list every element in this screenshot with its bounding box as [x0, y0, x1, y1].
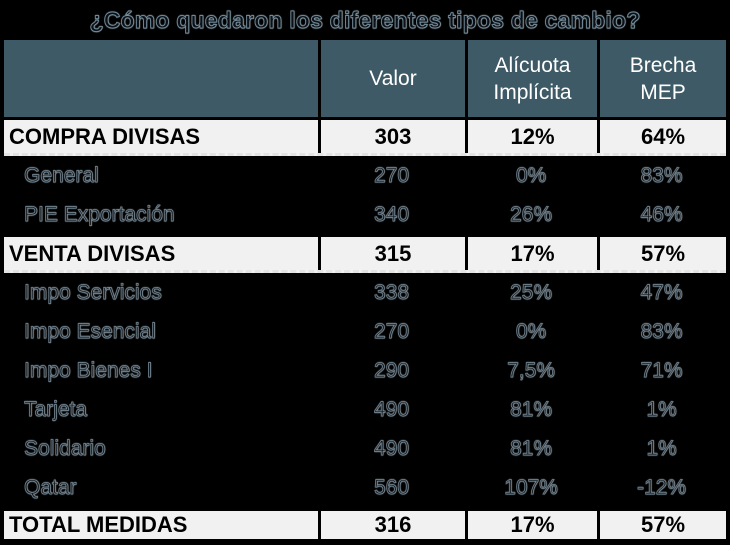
valor-cell: 316 [318, 511, 465, 539]
exchange-rates-table: Valor Alícuota Implícita Brecha MEP COMP… [0, 40, 730, 545]
header-valor: Valor [318, 40, 465, 117]
row-label: Solidario [24, 436, 107, 460]
header-alicuota-line2: Implícita [493, 80, 572, 104]
valor-cell: 303 [318, 120, 465, 153]
table-row-impo-esencial: Impo Esencial 270 0% 83% [4, 312, 726, 351]
alicuota-cell: 0% [515, 163, 547, 187]
header-brecha-line1: Brecha [629, 53, 697, 77]
table-row-solidario: Solidario 490 81% 1% [4, 429, 726, 468]
alicuota-cell: 0% [515, 319, 547, 343]
header-brecha-line2: MEP [640, 80, 686, 104]
row-label: Tarjeta [24, 397, 88, 421]
valor-cell: 490 [373, 397, 410, 421]
alicuota-cell: 7,5% [507, 358, 556, 382]
alicuota-cell: 25% [509, 280, 553, 304]
table-row-pie-exportacion: PIE Exportación 340 26% 46% [4, 195, 726, 234]
brecha-cell: 83% [640, 163, 683, 187]
table-row-impo-servicios: Impo Servicios 338 25% 47% [4, 273, 726, 312]
valor-cell: 340 [373, 202, 410, 226]
page-title: ¿Cómo quedaron los diferentes tipos de c… [89, 6, 641, 33]
header-alicuota: Alícuota Implícita [465, 40, 597, 117]
valor-cell: 270 [373, 319, 410, 343]
table-row-impo-bienes: Impo Bienes I 290 7,5% 71% [4, 351, 726, 390]
header-valor-label: Valor [369, 67, 417, 90]
row-label: Impo Servicios [24, 280, 163, 304]
valor-cell: 490 [373, 436, 410, 460]
row-label: PIE Exportación [24, 202, 176, 226]
valor-cell: 290 [373, 358, 410, 382]
table-row-total-medidas: TOTAL MEDIDAS 316 17% 57% [4, 507, 726, 545]
brecha-cell: 57% [597, 237, 726, 270]
alicuota-cell: 17% [465, 237, 597, 270]
valor-cell: 315 [318, 237, 465, 270]
brecha-cell: 71% [640, 358, 683, 382]
brecha-cell: 46% [640, 202, 683, 226]
brecha-cell: 1% [646, 436, 677, 460]
alicuota-cell: 12% [465, 120, 597, 153]
row-label: VENTA DIVISAS [9, 240, 176, 266]
alicuota-cell: 17% [465, 511, 597, 539]
alicuota-cell: 107% [504, 475, 559, 499]
brecha-cell: 47% [640, 280, 683, 304]
brecha-cell: 83% [640, 319, 683, 343]
row-label: TOTAL MEDIDAS [9, 512, 188, 537]
header-alicuota-line1: Alícuota [494, 53, 571, 77]
table-header-row: Valor Alícuota Implícita Brecha MEP [4, 40, 726, 117]
brecha-cell: 1% [646, 397, 677, 421]
row-label: General [24, 163, 100, 187]
row-label: COMPRA DIVISAS [9, 123, 201, 149]
valor-cell: 560 [373, 475, 410, 499]
brecha-cell: 64% [597, 120, 726, 153]
brecha-cell: -12% [636, 475, 687, 499]
table-row-qatar: Qatar 560 107% -12% [4, 468, 726, 507]
header-empty-cell [4, 40, 318, 117]
brecha-cell: 57% [597, 511, 726, 539]
valor-cell: 270 [373, 163, 410, 187]
table-row-venta-divisas: VENTA DIVISAS 315 17% 57% [4, 234, 726, 273]
row-label: Impo Esencial [24, 319, 157, 343]
row-label: Qatar [24, 475, 78, 499]
row-label: Impo Bienes I [24, 358, 153, 382]
title-band: ¿Cómo quedaron los diferentes tipos de c… [0, 0, 730, 40]
header-brecha: Brecha MEP [597, 40, 726, 117]
alicuota-cell: 26% [509, 202, 553, 226]
alicuota-cell: 81% [509, 397, 553, 421]
alicuota-cell: 81% [509, 436, 553, 460]
valor-cell: 338 [373, 280, 410, 304]
table-row-tarjeta: Tarjeta 490 81% 1% [4, 390, 726, 429]
table-row-compra-divisas: COMPRA DIVISAS 303 12% 64% [4, 117, 726, 156]
table-row-general: General 270 0% 83% [4, 156, 726, 195]
